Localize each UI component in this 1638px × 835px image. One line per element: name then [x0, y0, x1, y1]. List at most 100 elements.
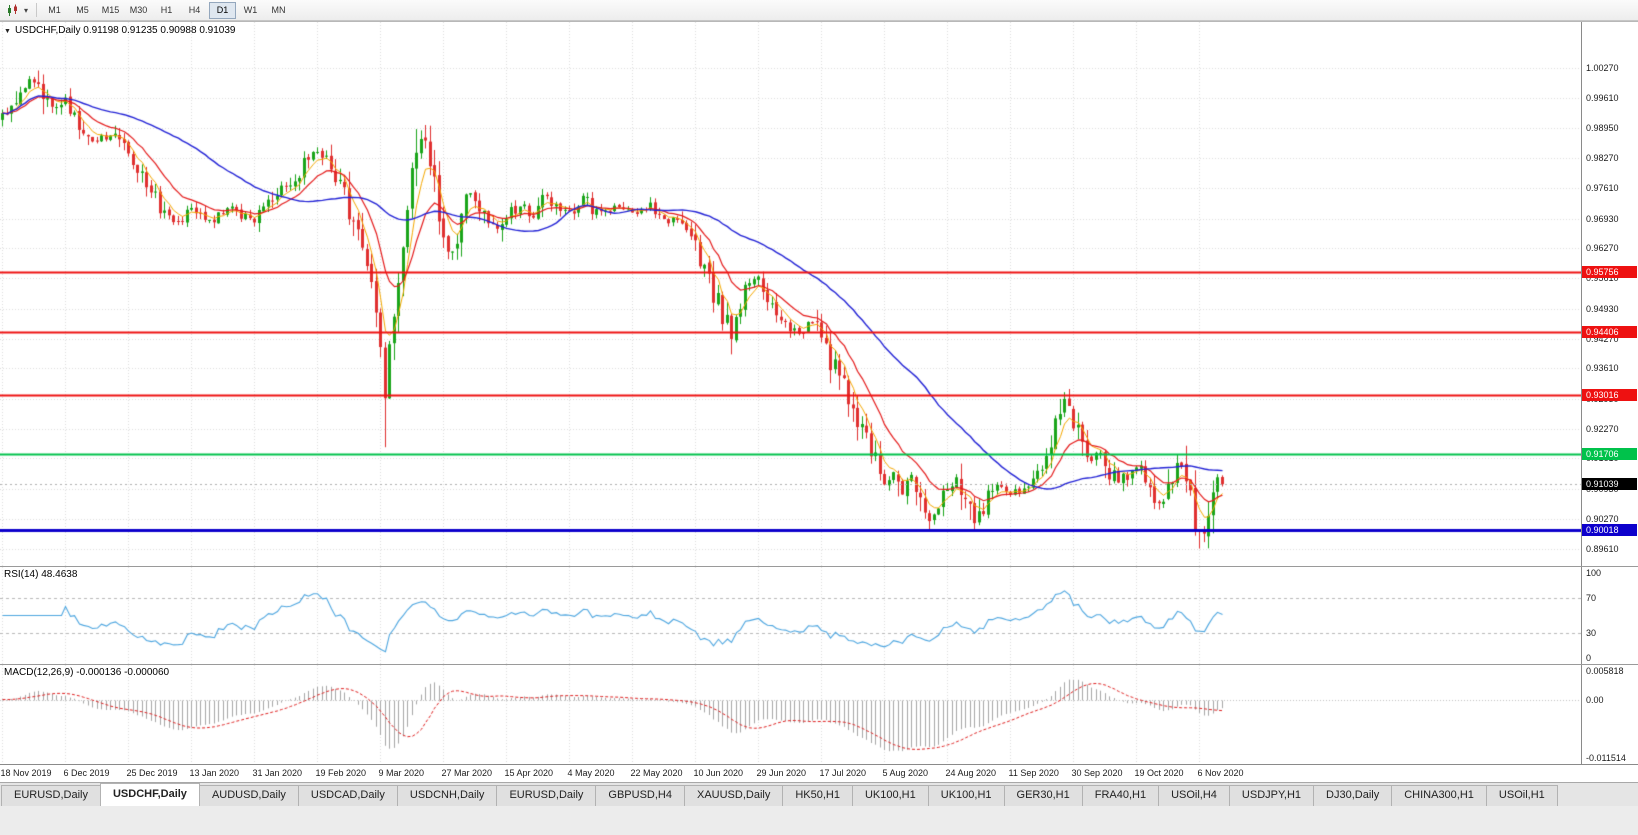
symbol-tab-audusd-daily[interactable]: AUDUSD,Daily [198, 785, 299, 806]
symbol-tab-eurusd-daily[interactable]: EURUSD,Daily [496, 785, 597, 806]
rsi-label: RSI(14) 48.4638 [4, 569, 78, 580]
symbol-tab-usoil-h1[interactable]: USOil,H1 [1485, 785, 1558, 806]
current-price-chip: 0.91039 [1582, 478, 1637, 491]
macd-canvas[interactable] [0, 665, 1581, 764]
hline-price-chip: 0.91706 [1582, 448, 1637, 461]
symbol-tab-usdjpy-h1[interactable]: USDJPY,H1 [1228, 785, 1315, 806]
timeframe-button-m5[interactable]: M5 [76, 4, 89, 15]
price-axis-label: 0.92270 [1586, 423, 1619, 434]
date-axis-label: 15 Apr 2020 [504, 768, 554, 778]
date-axis-label: 6 Dec 2019 [63, 768, 110, 778]
date-axis-label: 31 Jan 2020 [252, 768, 303, 778]
date-axis-label: 24 Aug 2020 [945, 768, 997, 778]
macd-level-label: -0.011514 [1586, 753, 1626, 763]
symbol-tab-dj30-daily[interactable]: DJ30,Daily [1313, 785, 1393, 806]
symbol-tab-ger30-h1[interactable]: GER30,H1 [1003, 785, 1083, 806]
timeframe-button-m30[interactable]: M30 [129, 4, 148, 15]
rsi-level-label: 100 [1586, 568, 1602, 578]
rsi-panel: RSI(14) 48.4638 100 70 30 0 [0, 566, 1638, 664]
macd-axis[interactable]: 0.005818 0.00 -0.011514 [1581, 665, 1638, 764]
price-chart-plot[interactable]: ▼ USDCHF,Daily 0.91198 0.91235 0.90988 0.… [0, 22, 1581, 566]
rsi-canvas[interactable] [0, 567, 1581, 664]
macd-label: MACD(12,26,9) -0.000136 -0.000060 [4, 667, 170, 678]
chart-window: ▼ USDCHF,Daily 0.91198 0.91235 0.90988 0.… [0, 21, 1638, 782]
price-axis-label: 0.93610 [1586, 363, 1619, 374]
price-axis-label: 0.94930 [1586, 303, 1619, 314]
date-axis[interactable]: 18 Nov 2019 6 Dec 2019 25 Dec 2019 13 Jan 2… [0, 764, 1638, 782]
symbol-tab-uk100-h1[interactable]: UK100,H1 [851, 785, 929, 806]
price-axis-label: 0.96930 [1586, 213, 1619, 224]
date-axis-label: 11 Sep 2020 [1008, 768, 1059, 778]
price-axis-label: 0.95610 [1586, 273, 1619, 284]
rsi-level-label: 70 [1586, 592, 1597, 603]
price-axis-label: 0.96270 [1586, 243, 1619, 254]
price-axis-label: 1.00270 [1586, 63, 1619, 74]
timeframe-button-mn[interactable]: MN [271, 4, 286, 15]
date-axis-label: 22 May 2020 [630, 768, 683, 778]
date-axis-label: 5 Aug 2020 [882, 768, 929, 778]
rsi-level-label: 0 [1586, 653, 1592, 663]
price-axis-label: 0.90270 [1586, 513, 1619, 524]
hline-price-chip: 0.93016 [1582, 389, 1637, 402]
chart-type-icon[interactable] [3, 1, 21, 19]
dropdown-caret-icon[interactable]: ▾ [23, 5, 28, 15]
price-axis-label: 0.99610 [1586, 92, 1619, 103]
date-axis-label: 29 Jun 2020 [756, 768, 807, 778]
symbol-tab-xauusd-daily[interactable]: XAUUSD,Daily [683, 785, 784, 806]
collapse-arrow-icon[interactable]: ▼ [4, 28, 11, 35]
macd-plot[interactable]: MACD(12,26,9) -0.000136 -0.000060 [0, 665, 1581, 764]
date-axis-label: 4 May 2020 [567, 768, 615, 778]
symbol-tab-uk100-h1[interactable]: UK100,H1 [927, 785, 1005, 806]
symbol-tab-usoil-h4[interactable]: USOil,H4 [1158, 785, 1230, 806]
date-axis-label: 30 Sep 2020 [1071, 768, 1123, 778]
symbol-tab-fra40-h1[interactable]: FRA40,H1 [1081, 785, 1160, 806]
price-axis-label: 0.94270 [1586, 333, 1619, 344]
hline-price-chip: 0.94406 [1582, 326, 1637, 339]
date-axis-label: 25 Dec 2019 [126, 768, 178, 778]
rsi-axis[interactable]: 100 70 30 0 [1581, 567, 1638, 664]
date-axis-label: 17 Jul 2020 [819, 768, 867, 778]
chart-ohlc-values: 0.91198 0.91235 0.90988 0.91039 [83, 25, 236, 36]
date-axis-label: 6 Nov 2020 [1197, 768, 1244, 778]
timeframe-button-d1[interactable]: D1 [209, 1, 236, 19]
date-axis-label: 10 Jun 2020 [693, 768, 744, 778]
bottom-strip [0, 806, 1638, 835]
macd-panel: MACD(12,26,9) -0.000136 -0.000060 0.0058… [0, 664, 1638, 764]
symbol-tab-gbpusd-h4[interactable]: GBPUSD,H4 [595, 785, 685, 806]
symbol-tab-bar: EURUSD,Daily USDCHF,Daily AUDUSD,Daily USDC… [0, 782, 1638, 806]
date-axis-label: 9 Mar 2020 [378, 768, 425, 778]
timeframe-button-h1[interactable]: H1 [160, 4, 173, 15]
price-axis[interactable]: 1.00270 0.99610 0.98950 0.98270 0.97610 0.969… [1581, 22, 1638, 566]
price-axis-label: 0.89610 [1586, 543, 1619, 554]
date-axis-label: 19 Oct 2020 [1134, 768, 1184, 778]
timeframe-button-m15[interactable]: M15 [101, 4, 120, 15]
timeframe-button-h4[interactable]: H4 [188, 4, 201, 15]
symbol-tab-china300-h1[interactable]: CHINA300,H1 [1391, 785, 1487, 806]
price-axis-label: 0.97610 [1586, 183, 1619, 194]
date-axis-label: 13 Jan 2020 [189, 768, 240, 778]
timeframe-button-m1[interactable]: M1 [48, 4, 61, 15]
hline-price-chip: 0.95756 [1582, 265, 1637, 278]
date-axis-label: 19 Feb 2020 [315, 768, 367, 778]
price-panel: ▼ USDCHF,Daily 0.91198 0.91235 0.90988 0.… [0, 22, 1638, 566]
timeframe-toolbar: ▾ M1 M5 M15 M30 H1 H4 D1 W1 MN [0, 0, 1638, 21]
price-chart-canvas[interactable] [0, 22, 1581, 566]
date-axis-label: 18 Nov 2019 [0, 768, 52, 778]
timeframe-button-w1[interactable]: W1 [243, 4, 258, 15]
price-axis-label: 0.98950 [1586, 122, 1619, 133]
symbol-tab-usdcad-daily[interactable]: USDCAD,Daily [297, 785, 398, 806]
chart-symbol-label: USDCHF,Daily [14, 25, 81, 36]
date-axis-label: 27 Mar 2020 [441, 768, 493, 778]
symbol-tab-usdchf-daily[interactable]: USDCHF,Daily [99, 783, 200, 806]
price-axis-label: 0.98270 [1586, 153, 1619, 164]
rsi-plot[interactable]: RSI(14) 48.4638 [0, 567, 1581, 664]
macd-level-label: 0.00 [1586, 694, 1604, 705]
symbol-tab-usdcnh-daily[interactable]: USDCNH,Daily [396, 785, 498, 806]
symbol-tab-eurusd-daily[interactable]: EURUSD,Daily [1, 785, 101, 806]
symbol-tab-hk50-h1[interactable]: HK50,H1 [782, 785, 853, 806]
rsi-level-label: 30 [1586, 628, 1597, 639]
hline-price-chip: 0.90018 [1582, 524, 1637, 537]
timeframe-buttons: M1 M5 M15 M30 H1 H4 D1 W1 MN [41, 1, 293, 19]
toolbar-separator [36, 3, 37, 17]
